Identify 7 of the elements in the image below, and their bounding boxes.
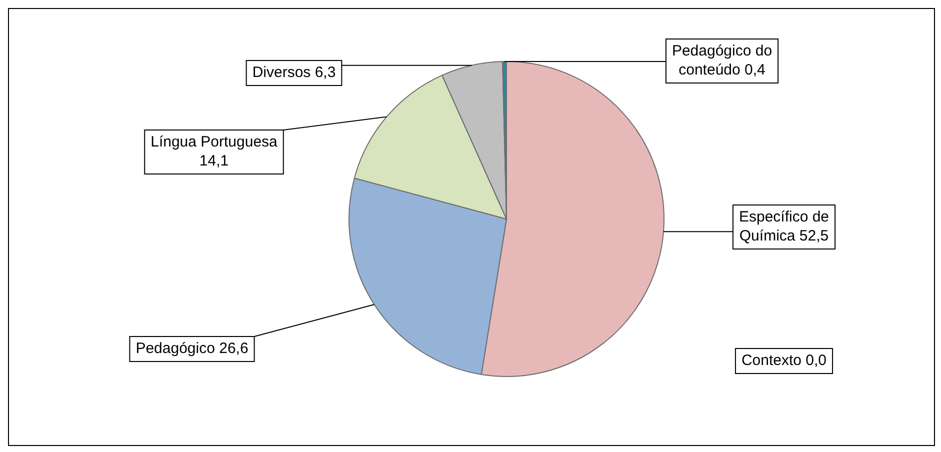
category-label: Contexto 0,0 xyxy=(741,352,827,370)
data-label: 14,1 xyxy=(199,152,229,170)
slice-label: Pedagógico do conteúdo 0,4 xyxy=(672,42,772,79)
slice-label: Diversos 6,3 xyxy=(252,64,336,82)
slice-label: Pedagógico 26,6 xyxy=(136,340,248,358)
slice-label: Específico de Química 52,5 xyxy=(738,208,830,245)
slice-label: Língua Portuguesa xyxy=(150,134,278,151)
